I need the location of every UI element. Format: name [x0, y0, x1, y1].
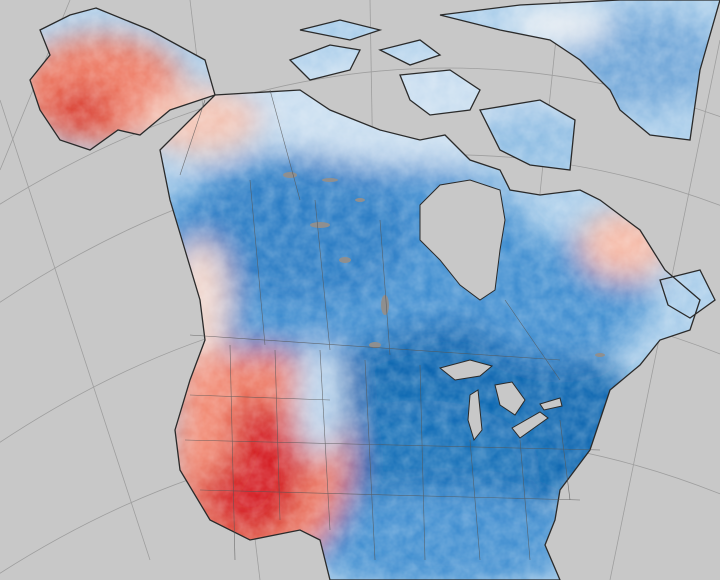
hudson-bay	[419, 179, 506, 301]
political-borders	[179, 89, 601, 561]
lake-michigan	[467, 389, 483, 442]
inland-water	[419, 179, 563, 442]
lake-erie	[511, 411, 549, 439]
lake-ontario	[539, 397, 563, 411]
lake-huron	[494, 381, 526, 416]
lake-superior	[438, 359, 494, 381]
canadian-lakes	[283, 172, 605, 357]
